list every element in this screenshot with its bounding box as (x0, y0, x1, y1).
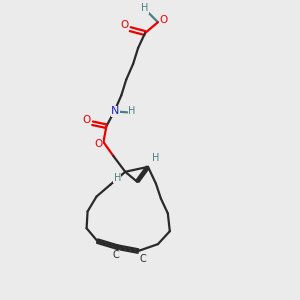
Text: O: O (82, 115, 91, 125)
Text: O: O (94, 139, 103, 149)
Text: O: O (160, 15, 168, 25)
Text: H: H (128, 106, 136, 116)
Text: C: C (140, 254, 146, 264)
Text: C: C (113, 250, 120, 260)
Text: H: H (152, 153, 160, 163)
Text: H: H (114, 173, 121, 183)
Text: H: H (141, 3, 149, 13)
Text: O: O (120, 20, 128, 30)
Text: N: N (111, 106, 119, 116)
